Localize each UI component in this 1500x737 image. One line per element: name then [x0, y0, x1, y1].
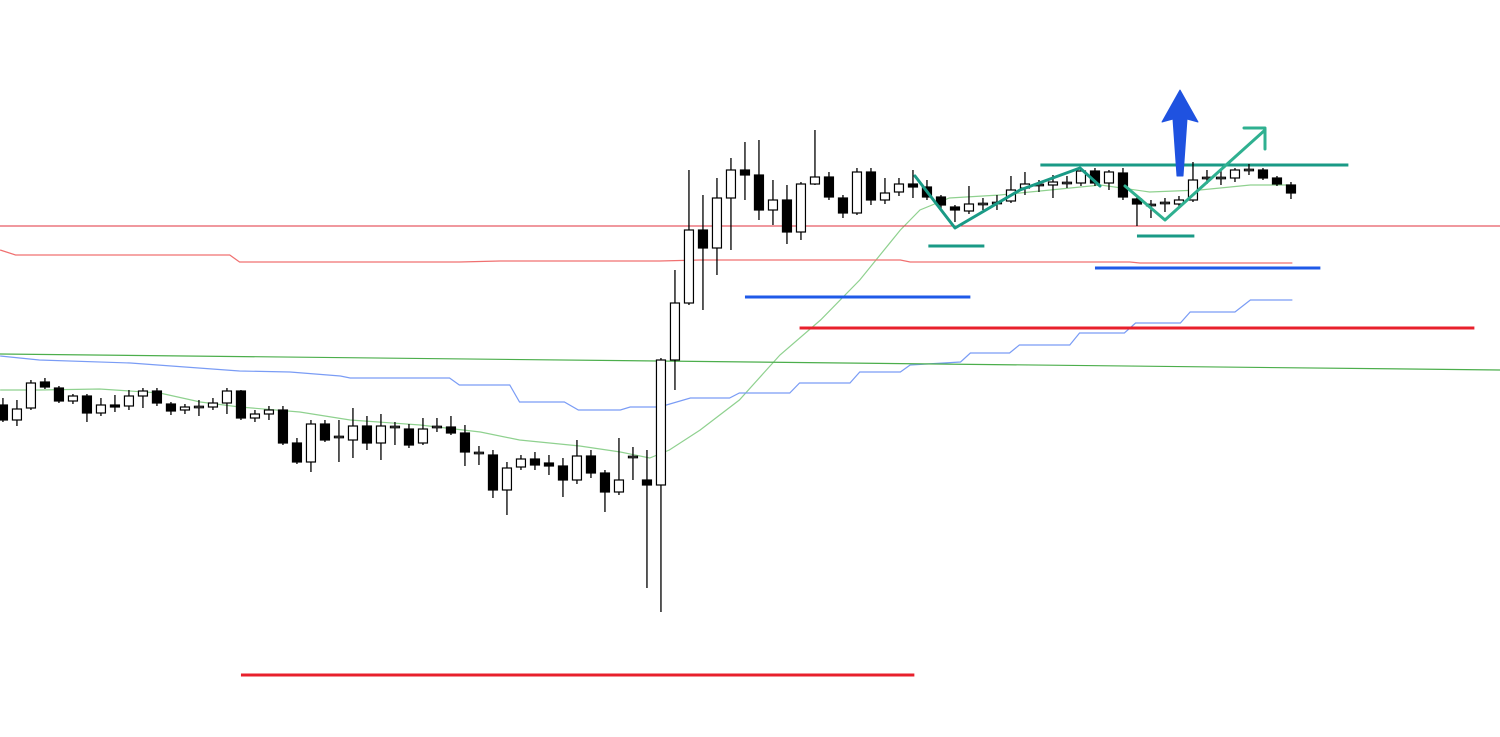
- candle-body: [487, 454, 499, 491]
- candle-body: [473, 451, 485, 455]
- candle-body: [235, 390, 247, 419]
- candle-body: [599, 472, 611, 493]
- candle-body: [305, 423, 317, 463]
- candle-body: [1215, 176, 1227, 180]
- candle-body: [753, 174, 765, 211]
- candle-body: [389, 425, 401, 429]
- overlay-line: [0, 249, 1293, 264]
- overlay-line: [0, 299, 1293, 411]
- candle-body: [151, 390, 163, 404]
- overlay-line: [0, 184, 1290, 459]
- candle-body: [95, 404, 107, 414]
- up-arrow: [1161, 89, 1199, 177]
- candle-body: [1103, 171, 1115, 184]
- candle-body: [529, 458, 541, 466]
- candle-body: [893, 183, 905, 193]
- candle-body: [1285, 184, 1297, 194]
- candle-body: [109, 404, 121, 408]
- pattern-zigzag: [1123, 128, 1267, 222]
- candle-body: [697, 229, 709, 249]
- candle-body: [907, 183, 919, 188]
- candle-body: [571, 455, 583, 481]
- candle-body: [67, 395, 79, 402]
- candle-body: [361, 425, 373, 444]
- candle-body: [837, 197, 849, 214]
- candle-body: [277, 409, 289, 444]
- candle-body: [977, 202, 989, 206]
- candle-body: [1243, 168, 1255, 172]
- candle-body: [781, 199, 793, 233]
- candle-body: [1271, 177, 1283, 185]
- candle-body: [767, 199, 779, 211]
- candle-body: [879, 192, 891, 201]
- candle-body: [221, 390, 233, 404]
- candle-body: [417, 428, 429, 444]
- candle-body: [459, 432, 471, 453]
- candle-body: [179, 406, 191, 411]
- candle-body: [403, 428, 415, 446]
- candle-body: [739, 169, 751, 176]
- candle-body: [445, 426, 457, 434]
- candle-body: [1229, 169, 1241, 179]
- candle-body: [627, 455, 639, 459]
- candle-body: [501, 467, 513, 491]
- candle-body: [949, 206, 961, 211]
- candle-body: [585, 455, 597, 474]
- overlay-line: [0, 353, 1500, 371]
- candle-body: [851, 171, 863, 214]
- candle-body: [123, 395, 135, 407]
- candle-body: [319, 423, 331, 441]
- candle-body: [683, 229, 695, 304]
- candle-body: [1047, 181, 1059, 186]
- candle-body: [543, 462, 555, 467]
- candle-body: [1075, 170, 1087, 184]
- candle-body: [669, 302, 681, 361]
- candle-body: [347, 425, 359, 441]
- annotations: [913, 89, 1267, 230]
- candle-body: [613, 479, 625, 493]
- candle-body: [1159, 201, 1171, 205]
- candle-body: [207, 402, 219, 408]
- candle-body: [641, 479, 653, 486]
- candles: [0, 130, 1297, 612]
- pattern-zigzag: [913, 166, 1102, 230]
- candle-body: [375, 425, 387, 444]
- candle-body: [53, 387, 65, 402]
- candle-body: [725, 169, 737, 199]
- candle-body: [795, 183, 807, 233]
- arrow-head: [1242, 126, 1267, 151]
- candle-body: [0, 404, 9, 421]
- candle-body: [249, 413, 261, 419]
- candle-body: [1257, 169, 1269, 179]
- candle-body: [935, 196, 947, 206]
- candle-body: [655, 359, 667, 486]
- candle-body: [81, 395, 93, 414]
- candle-body: [963, 203, 975, 212]
- overlay-lines: [0, 163, 1500, 677]
- candle-body: [515, 458, 527, 468]
- candle-body: [711, 197, 723, 249]
- candle-body: [1117, 172, 1129, 198]
- candle-body: [263, 409, 275, 415]
- candle-body: [291, 442, 303, 463]
- candle-body: [25, 382, 37, 409]
- candle-body: [11, 408, 23, 421]
- candle-body: [865, 171, 877, 201]
- candle-body: [193, 405, 205, 409]
- candle-body: [137, 390, 149, 397]
- candle-body: [333, 435, 345, 439]
- candle-body: [1061, 181, 1073, 185]
- candle-body: [165, 403, 177, 412]
- candle-body: [823, 176, 835, 198]
- candle-body: [39, 381, 51, 388]
- candle-body: [809, 176, 821, 185]
- candle-body: [557, 465, 569, 481]
- candle-body: [431, 425, 443, 429]
